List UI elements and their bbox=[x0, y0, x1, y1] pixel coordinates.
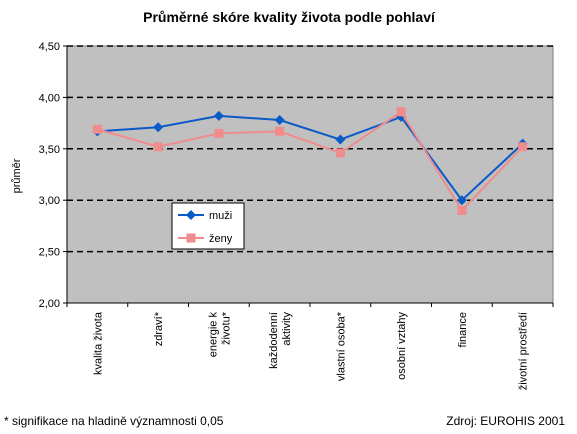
x-category-label: životní prostředí bbox=[518, 312, 530, 390]
plot-area bbox=[66, 45, 554, 304]
y-tick-label: 3,50 bbox=[39, 144, 60, 156]
x-category-label: energie k bbox=[207, 312, 219, 358]
y-tick-label: 4,50 bbox=[39, 41, 60, 53]
data-point bbox=[518, 142, 528, 152]
axes: 2,00 2,50 3,00 3,50 4,00 4,50 kvalita života zd… bbox=[39, 41, 554, 390]
legend-marker bbox=[186, 210, 196, 220]
data-point bbox=[457, 205, 467, 215]
x-category-label: zdraví* bbox=[153, 311, 165, 346]
series-line bbox=[97, 114, 524, 202]
data-point bbox=[335, 148, 345, 158]
source-note: Zdroj: EUROHIS 2001 bbox=[446, 414, 565, 428]
data-point bbox=[456, 195, 467, 206]
x-category-label: osobní vztahy bbox=[396, 312, 408, 380]
data-point bbox=[153, 142, 163, 152]
legend-box bbox=[171, 202, 245, 250]
data-point bbox=[92, 124, 102, 134]
x-category-label: aktivity bbox=[281, 312, 293, 346]
chart-title: Průměrné skóre kvality života podle pohl… bbox=[143, 9, 436, 25]
y-tick-label: 2,00 bbox=[39, 298, 60, 310]
x-category-label: vlastní osoba* bbox=[335, 311, 347, 381]
series bbox=[92, 107, 528, 215]
significance-note: * signifikace na hladině významnosti 0,0… bbox=[4, 414, 224, 428]
data-point bbox=[213, 110, 224, 121]
x-category-label: každodenní bbox=[268, 312, 280, 369]
data-point bbox=[153, 122, 164, 133]
y-tick-label: 3,00 bbox=[39, 195, 60, 207]
legend: muži ženy bbox=[171, 202, 245, 250]
legend-marker bbox=[186, 233, 196, 243]
y-tick-label: 4,00 bbox=[39, 92, 60, 104]
legend-label: ženy bbox=[209, 233, 233, 245]
legend-label: muži bbox=[209, 210, 232, 222]
y-axis-label: průměr bbox=[11, 158, 23, 193]
y-tick-label: 2,50 bbox=[39, 247, 60, 259]
data-point bbox=[396, 107, 406, 117]
data-point bbox=[275, 126, 285, 136]
series-ženy bbox=[92, 107, 528, 215]
data-point bbox=[214, 128, 224, 138]
x-category-label: finance bbox=[457, 312, 469, 347]
data-point bbox=[274, 115, 285, 126]
x-category-label: životu* bbox=[220, 311, 232, 345]
data-point bbox=[335, 134, 346, 145]
series-line bbox=[97, 110, 524, 213]
x-category-label: kvalita života bbox=[92, 311, 104, 375]
